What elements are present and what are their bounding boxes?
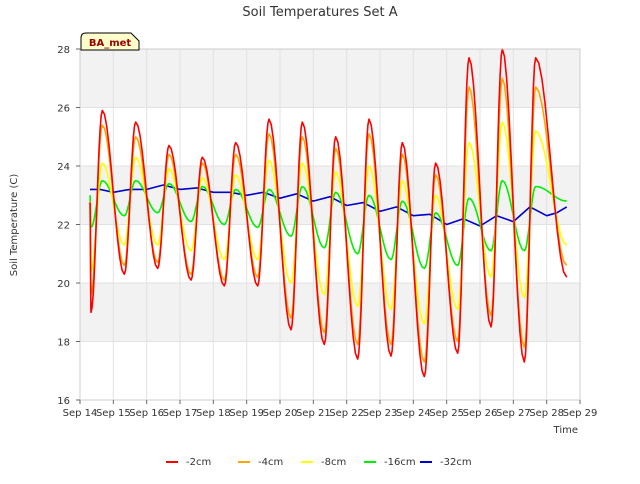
x-tick-label: Sep 18 bbox=[196, 408, 231, 419]
series-line-minus-2cm bbox=[89, 48, 568, 378]
badge-box bbox=[80, 32, 140, 51]
x-tick-label: Sep 22 bbox=[329, 408, 364, 419]
x-tick-label: Sep 26 bbox=[463, 408, 498, 419]
background-band bbox=[80, 283, 580, 342]
y-tick-label: 22 bbox=[57, 221, 70, 232]
legend-label: -2cm bbox=[186, 457, 211, 468]
legend-label: -32cm bbox=[440, 457, 472, 468]
background-band bbox=[80, 49, 580, 108]
y-axis-label: Soil Temperature (C) bbox=[9, 174, 20, 277]
y-tick-label: 20 bbox=[57, 279, 70, 290]
y-tick-label: 28 bbox=[57, 45, 70, 56]
badge-text: BA_met bbox=[89, 38, 132, 49]
legend-label: -16cm bbox=[384, 457, 416, 468]
x-tick-label: Sep 25 bbox=[429, 408, 464, 419]
legend-label: -8cm bbox=[321, 457, 346, 468]
x-tick-label: Sep 21 bbox=[296, 408, 331, 419]
series-layer bbox=[89, 48, 568, 378]
x-tick-label: Sep 29 bbox=[563, 408, 598, 419]
x-tick-label: Sep 15 bbox=[96, 408, 131, 419]
x-tick-label: Sep 14 bbox=[63, 408, 98, 419]
x-tick-label: Sep 19 bbox=[229, 408, 264, 419]
x-tick-label: Sep 16 bbox=[129, 408, 164, 419]
y-tick-label: 18 bbox=[57, 338, 70, 349]
x-tick-label: Sep 17 bbox=[163, 408, 198, 419]
legend: -2cm -4cm -8cm -16cm -32cm bbox=[166, 457, 472, 468]
y-tick-label: 16 bbox=[57, 396, 70, 407]
y-tick-label: 26 bbox=[57, 104, 70, 115]
x-tick-label: Sep 28 bbox=[529, 408, 564, 419]
x-tick-label: Sep 20 bbox=[263, 408, 298, 419]
legend-label: -4cm bbox=[258, 457, 283, 468]
x-tick-label: Sep 27 bbox=[496, 408, 531, 419]
x-axis-label: Time bbox=[553, 425, 578, 436]
ba-met-badge: BA_met bbox=[80, 32, 140, 51]
x-tick-label: Sep 23 bbox=[363, 408, 398, 419]
chart-title: Soil Temperatures Set A bbox=[242, 5, 397, 20]
y-tick-label: 24 bbox=[57, 162, 70, 173]
series-line-minus-16cm bbox=[89, 179, 567, 270]
x-tick-label: Sep 24 bbox=[396, 408, 431, 419]
